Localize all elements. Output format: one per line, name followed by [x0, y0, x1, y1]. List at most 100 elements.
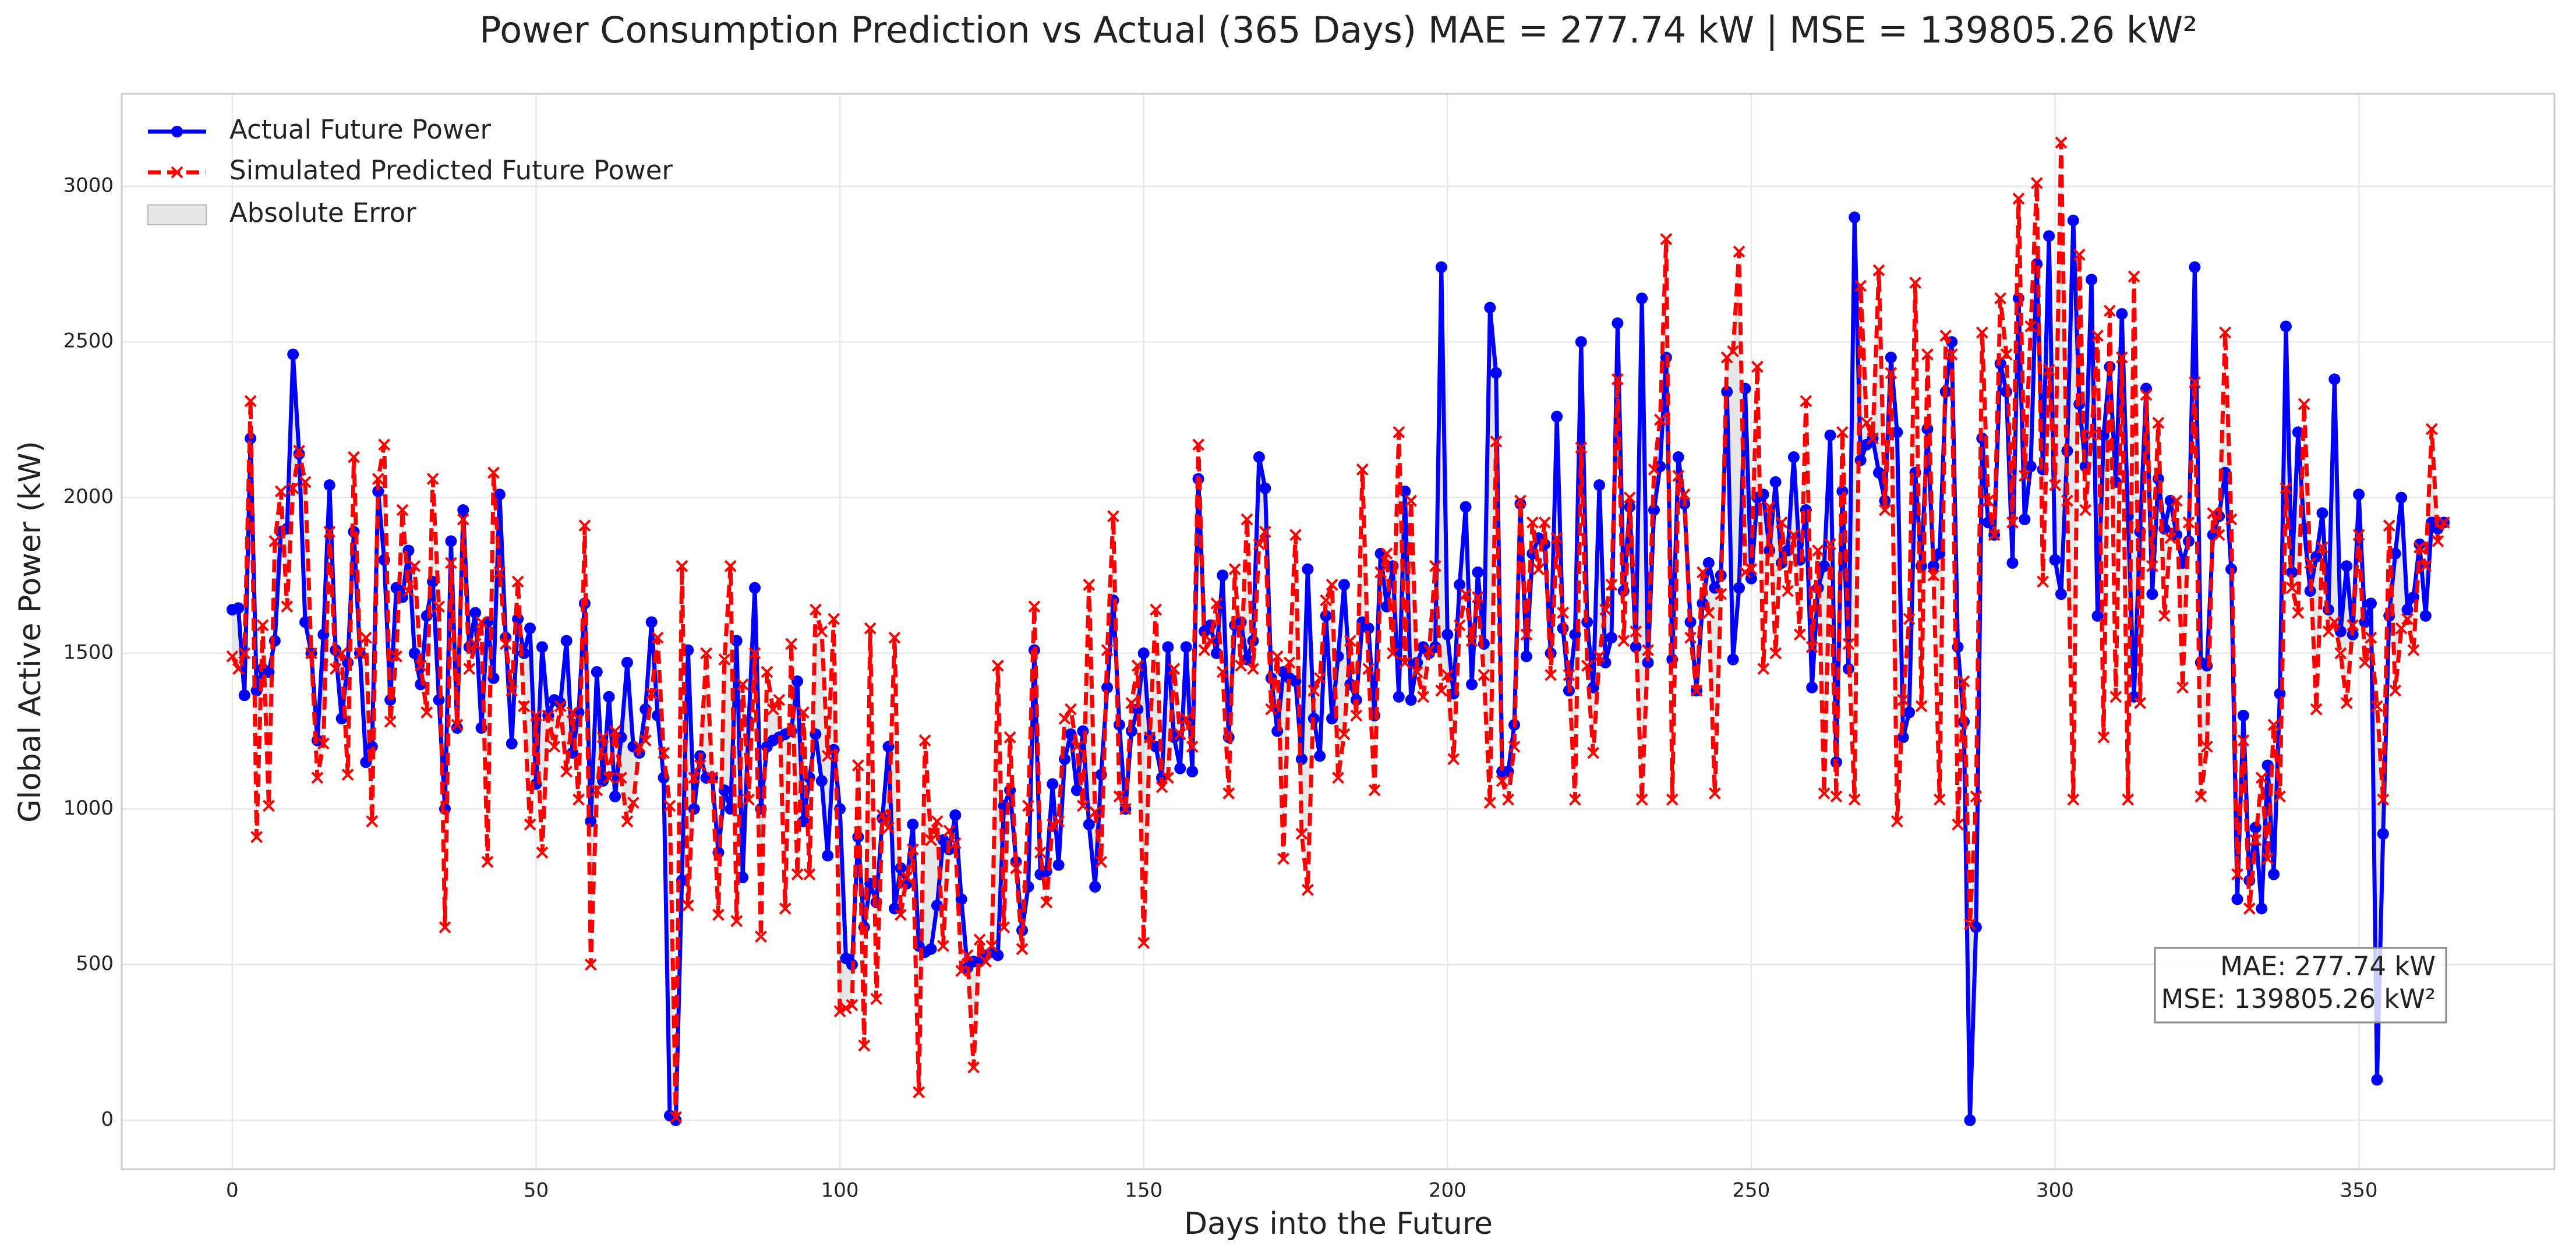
point: [1909, 277, 1921, 289]
point: [1739, 566, 1751, 579]
point: [2213, 529, 2225, 541]
point: [1259, 482, 1271, 494]
point: [2006, 557, 2019, 569]
point: [730, 915, 743, 928]
point: [2067, 793, 2080, 806]
point: [2097, 731, 2110, 744]
point: [1854, 279, 1867, 292]
point: [1338, 728, 1351, 741]
point: [2316, 541, 2328, 554]
point: [2049, 479, 2061, 491]
point: [1180, 641, 1192, 653]
point: [907, 819, 919, 831]
annotation-box: [2154, 947, 2447, 1024]
point: [2274, 790, 2286, 803]
point: [2359, 656, 2371, 669]
point: [1988, 529, 2001, 541]
point: [918, 734, 931, 747]
point: [1927, 569, 1940, 582]
point: [1040, 896, 1053, 909]
point: [1502, 793, 1515, 806]
point: [2200, 740, 2213, 753]
point: [1660, 233, 1673, 246]
point: [1653, 413, 1666, 426]
point: [846, 999, 858, 1011]
point: [329, 663, 342, 675]
plot-frame: [121, 93, 2556, 1170]
point: [913, 1086, 925, 1099]
point: [1970, 921, 1982, 933]
point: [1150, 603, 1162, 616]
point: [1885, 367, 1897, 380]
point: [1125, 697, 1138, 709]
point: [900, 871, 913, 884]
point: [1472, 566, 1484, 578]
point: [1970, 790, 1983, 803]
point: [2395, 491, 2408, 504]
point: [1824, 429, 1836, 441]
point: [1793, 628, 1806, 641]
point: [232, 663, 245, 675]
point: [992, 949, 1004, 961]
point: [1405, 694, 1417, 706]
point: [1605, 578, 1618, 591]
point: [1830, 790, 1843, 803]
point: [2352, 529, 2365, 541]
point: [2371, 1074, 2383, 1086]
point: [1016, 943, 1029, 955]
point: [1089, 806, 1101, 819]
point: [1927, 560, 1939, 572]
point: [1945, 348, 1958, 360]
point: [1198, 644, 1211, 656]
point: [663, 799, 676, 812]
point: [2298, 398, 2310, 410]
point: [2225, 513, 2238, 526]
point: [2079, 504, 2092, 516]
point: [1878, 504, 1891, 516]
point: [2414, 538, 2426, 550]
point: [748, 647, 761, 660]
point: [791, 868, 804, 881]
point: [1314, 750, 1326, 762]
point: [1872, 466, 1885, 479]
point: [2340, 697, 2353, 709]
point: [1672, 451, 1684, 463]
point: [2316, 507, 2328, 519]
point: [408, 647, 421, 659]
point: [1386, 647, 1399, 660]
point: [1568, 793, 1581, 806]
point: [876, 809, 889, 822]
point: [1301, 883, 1314, 896]
point: [1612, 317, 1624, 330]
point: [311, 771, 324, 784]
point: [2176, 681, 2189, 694]
point: [2437, 516, 2450, 529]
point: [2365, 631, 2377, 644]
y-tick-label: 0: [101, 1108, 114, 1131]
point: [560, 635, 573, 647]
point: [1842, 638, 1855, 650]
point: [1107, 510, 1119, 523]
point: [1545, 668, 1557, 681]
point: [1028, 600, 1041, 613]
point: [1052, 815, 1065, 828]
point: [1514, 494, 1526, 507]
point: [1957, 675, 1970, 688]
point: [1411, 666, 1423, 678]
point: [1417, 691, 1429, 703]
point: [2067, 214, 2079, 226]
point: [475, 616, 487, 628]
point: [2024, 461, 2037, 473]
point: [1897, 693, 1910, 706]
point: [2152, 416, 2165, 429]
point: [2231, 893, 2243, 905]
point: [1915, 700, 1928, 713]
point: [1180, 712, 1193, 725]
point: [621, 815, 634, 828]
point: [2432, 535, 2444, 547]
point: [700, 647, 712, 660]
point: [268, 535, 281, 547]
point: [1271, 650, 1284, 663]
point: [1265, 703, 1278, 716]
point: [2389, 547, 2401, 560]
